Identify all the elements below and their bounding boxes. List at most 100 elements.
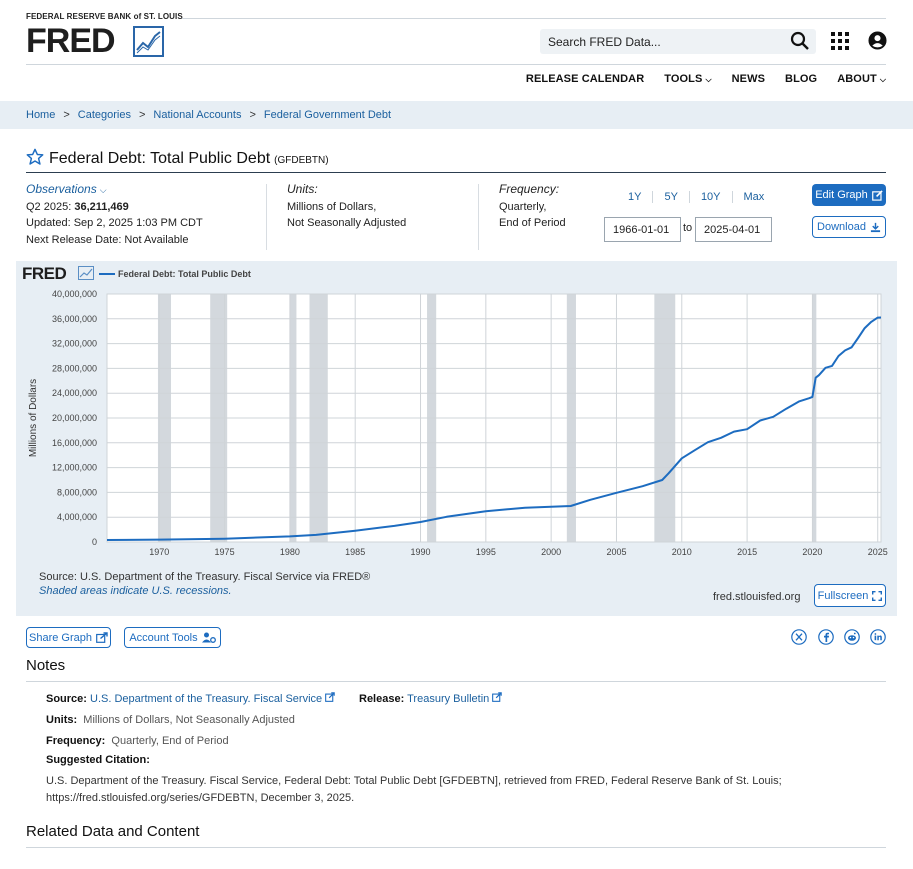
search-bar[interactable] [540, 29, 816, 54]
note-source: Source: U.S. Department of the Treasury.… [46, 692, 335, 705]
nav-tools[interactable]: TOOLS ⌵ [664, 73, 711, 85]
download-icon [870, 222, 881, 232]
frequency-heading: Frequency: [499, 182, 560, 196]
note-units: Units: Millions of Dollars, Not Seasonal… [46, 714, 295, 726]
x-tick-label: 2000 [541, 547, 561, 557]
graph-fred-logo: FRED [22, 264, 67, 283]
linkedin-icon[interactable] [870, 629, 886, 645]
citation-label: Suggested Citation: [46, 754, 150, 766]
series-title-row: Federal Debt: Total Public Debt (GFDEBTN… [26, 145, 329, 168]
series-line-federal-debt [106, 316, 882, 541]
note-release-link[interactable]: Treasury Bulletin [407, 693, 490, 705]
notes-divider [26, 681, 886, 682]
org-name: FEDERAL RESERVE BANK of ST. LOUIS [26, 12, 183, 21]
fullscreen-button[interactable]: Fullscreen [814, 584, 886, 607]
chevron-down-icon: ⌵ [879, 75, 886, 84]
citation-line-2: https://fred.stlouisfed.org/series/GFDEB… [46, 792, 355, 804]
y-tick-label: 24,000,000 [52, 388, 97, 398]
range-1y-button[interactable]: 1Y [617, 191, 654, 203]
breadcrumb-categories[interactable]: Categories [77, 109, 131, 121]
breadcrumb-separator: > [249, 109, 256, 121]
nav-about-label: ABOUT [837, 73, 877, 85]
share-graph-label: Share Graph [29, 631, 92, 644]
legend-series-name: Federal Debt: Total Public Debt [118, 269, 251, 279]
citation-line-1: U.S. Department of the Treasury. Fiscal … [46, 775, 782, 787]
breadcrumb-national-accounts[interactable]: National Accounts [153, 109, 242, 121]
breadcrumb-separator: > [138, 109, 146, 121]
search-icon[interactable] [790, 31, 810, 51]
download-label: Download [817, 221, 866, 233]
main-nav: RELEASE CALENDAR TOOLS ⌵ NEWS BLOG ABOUT ⌵ [506, 73, 886, 85]
note-units-value: Millions of Dollars, Not Seasonally Adju… [83, 714, 295, 726]
download-button[interactable]: Download [812, 216, 886, 238]
title-divider [26, 172, 886, 173]
fred-logo[interactable]: FRED [26, 22, 116, 60]
latest-period: Q2 2025: [26, 200, 72, 213]
note-frequency-label: Frequency: [46, 735, 106, 747]
start-date-input[interactable] [604, 217, 681, 242]
facebook-icon[interactable] [818, 629, 834, 645]
range-5y-button[interactable]: 5Y [653, 191, 690, 203]
fred-chart-logo-icon[interactable] [133, 26, 164, 57]
note-source-link[interactable]: U.S. Department of the Treasury. Fiscal … [90, 693, 323, 705]
share-graph-button[interactable]: Share Graph [26, 627, 111, 648]
breadcrumb-home[interactable]: Home [26, 109, 56, 121]
recession-note-link[interactable]: Shaded areas indicate U.S. recessions. [39, 585, 232, 597]
nav-news[interactable]: NEWS [731, 73, 766, 85]
units-block: Units: Millions of Dollars, Not Seasonal… [287, 181, 406, 232]
observations-link: Observations [26, 182, 97, 196]
apps-grid-icon[interactable] [830, 31, 850, 51]
edit-graph-label: Edit Graph [815, 189, 868, 201]
breadcrumb-separator: > [63, 109, 70, 121]
y-tick-label: 0 [92, 537, 97, 547]
x-tick-label: 1990 [411, 547, 431, 557]
plot-border [106, 293, 882, 543]
nav-blog[interactable]: BLOG [785, 73, 818, 85]
star-favorite-icon[interactable] [26, 148, 44, 166]
y-tick-label: 16,000,000 [52, 438, 97, 448]
x-icon[interactable] [791, 629, 807, 645]
note-frequency: Frequency: Quarterly, End of Period [46, 735, 229, 747]
chart-legend: Federal Debt: Total Public Debt [99, 269, 251, 279]
latest-value: 36,211,469 [74, 200, 129, 213]
x-tick-label: 2005 [606, 547, 626, 557]
edit-graph-button[interactable]: Edit Graph [812, 184, 886, 206]
note-units-label: Units: [46, 714, 78, 726]
note-source-label: Source: [46, 693, 87, 705]
user-account-icon[interactable] [868, 31, 887, 50]
note-release: Release: Treasury Bulletin [359, 692, 503, 705]
header-divider [182, 18, 886, 19]
external-link-icon [325, 692, 335, 702]
graph-logo-chart-icon [78, 266, 94, 280]
observations-toggle[interactable]: Observations ⌵ [26, 181, 203, 199]
date-to-label: to [683, 222, 693, 234]
next-release-text: Next Release Date: Not Available [26, 233, 189, 246]
units-line-1: Millions of Dollars, [287, 200, 377, 213]
nav-tools-label: TOOLS [664, 73, 703, 85]
x-tick-label: 2020 [802, 547, 822, 557]
breadcrumb-federal-government-debt[interactable]: Federal Government Debt [263, 109, 392, 121]
y-tick-label: 20,000,000 [52, 413, 97, 423]
account-tools-button[interactable]: Account Tools [124, 627, 221, 648]
related-heading: Related Data and Content [26, 823, 200, 840]
y-tick-label: 8,000,000 [57, 487, 97, 497]
frequency-line-1: Quarterly, [499, 200, 547, 213]
reddit-icon[interactable] [844, 629, 860, 645]
legend-line-swatch [99, 273, 115, 275]
share-icon [96, 632, 108, 643]
y-tick-label: 40,000,000 [52, 289, 97, 299]
range-10y-button[interactable]: 10Y [690, 191, 733, 203]
units-heading: Units: [287, 182, 318, 196]
search-input[interactable] [540, 29, 780, 54]
end-date-input[interactable] [695, 217, 772, 242]
y-tick-label: 12,000,000 [52, 463, 97, 473]
nav-about[interactable]: ABOUT ⌵ [837, 73, 886, 85]
nav-release-calendar[interactable]: RELEASE CALENDAR [525, 73, 645, 85]
x-tick-label: 1980 [280, 547, 300, 557]
note-release-label: Release: [359, 693, 405, 705]
debt-line-chart[interactable]: 0 4,000,000 8,000,000 12,000,000 16,000,000 2… [16, 261, 897, 561]
header-divider-2 [26, 64, 886, 65]
range-max-button[interactable]: Max [743, 191, 765, 203]
meta-divider [266, 184, 267, 250]
x-tick-label: 1995 [476, 547, 496, 557]
